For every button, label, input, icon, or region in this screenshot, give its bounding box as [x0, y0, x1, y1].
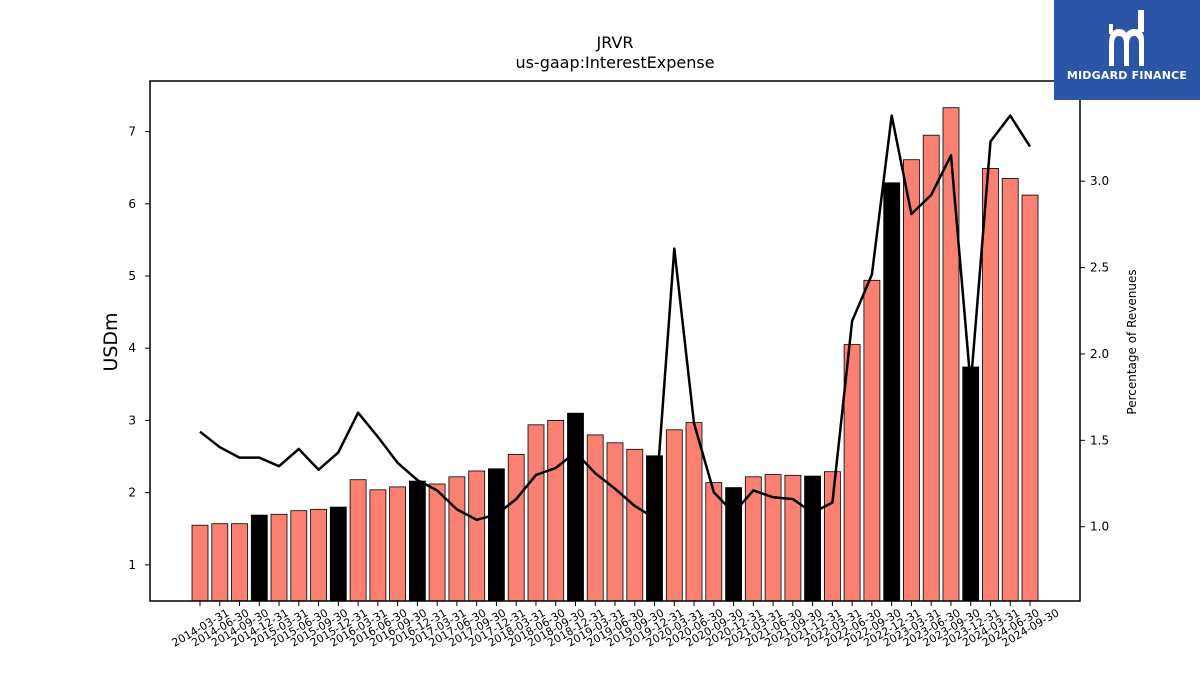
y-left-tick-label: 4 — [128, 341, 136, 355]
bar — [191, 524, 209, 602]
bar — [231, 523, 248, 602]
brand-logo: MIDGARD FINANCE — [1054, 0, 1200, 100]
bar — [804, 475, 821, 602]
midgard-m-logo-icon — [1109, 10, 1144, 66]
bar — [487, 468, 505, 602]
y-right-tick-label: 3.0 — [1090, 174, 1109, 188]
bar — [606, 442, 624, 602]
bar — [665, 429, 683, 602]
bar — [408, 480, 426, 602]
y-right-tick-label: 1.0 — [1090, 520, 1109, 534]
bar — [389, 486, 407, 602]
bar — [685, 422, 703, 602]
bar — [270, 513, 288, 602]
bar — [784, 474, 802, 602]
chart-subtitle: us-gaap:InterestExpense — [515, 53, 714, 72]
y-right-tick-label: 2.5 — [1090, 261, 1109, 275]
bar — [468, 470, 486, 602]
bar — [547, 419, 565, 602]
bar — [369, 489, 387, 602]
line-series — [199, 114, 1032, 522]
bar — [290, 510, 308, 602]
axes: 12345671.01.52.02.53.02014-03-312014-06-… — [128, 80, 1109, 650]
bar — [567, 412, 584, 602]
y-right-tick-label: 1.5 — [1090, 433, 1109, 447]
bar — [428, 483, 446, 602]
y-axis-right-label: Percentage of Revenues — [1125, 269, 1139, 414]
bar — [705, 482, 723, 602]
y-left-tick-label: 5 — [128, 269, 136, 283]
bar — [863, 279, 881, 602]
y-left-tick-label: 7 — [128, 125, 136, 139]
bar — [626, 448, 644, 602]
chart-title: JRVR — [595, 33, 633, 52]
bar — [586, 434, 604, 602]
bar — [764, 474, 782, 602]
ratio-line — [199, 114, 1032, 522]
y-left-tick-label: 3 — [128, 413, 136, 427]
bar — [883, 182, 901, 602]
bar — [250, 514, 268, 602]
y-axis-left-label: USDm — [100, 312, 122, 371]
bar — [507, 453, 525, 602]
bar — [448, 476, 466, 602]
bar — [211, 523, 229, 602]
bar-series — [191, 107, 1039, 602]
brand-name: MIDGARD FINANCE — [1066, 69, 1188, 82]
bar — [962, 366, 980, 602]
bar — [1001, 178, 1019, 602]
bar — [903, 159, 920, 602]
bar — [646, 455, 663, 602]
bar — [982, 167, 999, 602]
bar — [922, 134, 940, 602]
bar — [1021, 194, 1039, 602]
bar — [310, 508, 328, 602]
bar — [527, 424, 545, 602]
y-right-tick-label: 2.0 — [1090, 347, 1109, 361]
bar — [349, 479, 367, 602]
bar — [329, 506, 347, 602]
y-left-tick-label: 2 — [128, 486, 136, 500]
bar — [942, 107, 960, 602]
y-left-tick-label: 1 — [128, 558, 136, 572]
y-left-tick-label: 6 — [128, 197, 136, 211]
